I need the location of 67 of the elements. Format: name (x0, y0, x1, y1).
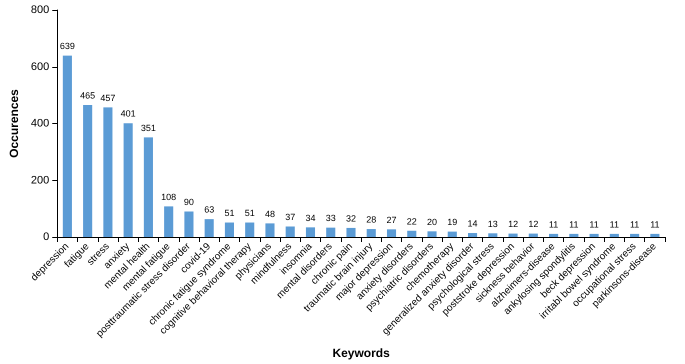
data-label: 90 (184, 196, 194, 207)
data-label: 108 (161, 192, 176, 202)
bar (407, 230, 416, 237)
data-label: 639 (60, 41, 75, 52)
bar (306, 227, 316, 237)
y-tick-label: 200 (30, 174, 50, 186)
bar (245, 222, 254, 237)
data-label: 37 (285, 212, 296, 222)
bar (103, 107, 112, 237)
bar (224, 222, 234, 237)
y-tick-label: 400 (30, 118, 50, 130)
bar (265, 223, 275, 237)
data-label: 27 (386, 214, 397, 225)
data-label: 457 (100, 92, 116, 103)
data-label: 33 (326, 213, 336, 224)
bar (569, 234, 578, 237)
data-label: 465 (80, 90, 96, 101)
bar (448, 232, 457, 237)
data-label: 63 (204, 204, 214, 215)
bar (590, 234, 599, 237)
data-label: 11 (569, 219, 579, 230)
bar (650, 234, 660, 237)
data-label: 28 (366, 214, 376, 225)
bar (508, 234, 518, 237)
data-label: 11 (589, 219, 599, 230)
bar (630, 234, 640, 237)
data-label: 13 (488, 218, 498, 229)
bar (610, 234, 619, 237)
data-label: 14 (468, 218, 478, 229)
data-label: 20 (427, 216, 438, 227)
y-tick-label: 800 (30, 4, 50, 16)
data-label: 22 (406, 216, 417, 226)
bar (386, 229, 396, 237)
data-label: 12 (528, 219, 538, 230)
data-label: 48 (264, 208, 275, 219)
data-label: 51 (224, 208, 234, 218)
data-label: 34 (305, 212, 316, 223)
bar (427, 231, 437, 237)
data-label: 32 (346, 213, 356, 224)
bar (286, 226, 295, 237)
bar (549, 234, 558, 237)
data-label: 11 (548, 219, 558, 230)
data-label: 11 (630, 219, 640, 230)
data-label: 19 (447, 217, 458, 228)
bar (204, 219, 214, 237)
x-axis-title: Keywords (332, 346, 390, 360)
bar (83, 105, 92, 237)
bar (144, 137, 153, 237)
bar (528, 234, 538, 237)
data-label: 12 (508, 219, 518, 230)
data-label: 351 (140, 122, 156, 133)
y-tick-label: 600 (30, 60, 50, 73)
data-label: 11 (610, 219, 620, 230)
data-label: 11 (650, 219, 660, 230)
bar (468, 233, 478, 237)
bar (124, 123, 133, 237)
data-label: 51 (244, 208, 255, 218)
y-tick-label: 0 (43, 231, 50, 243)
data-label: 401 (120, 108, 136, 119)
bar (326, 228, 336, 237)
bar (366, 229, 376, 237)
bar (488, 233, 498, 237)
bar (62, 56, 72, 237)
bar (184, 211, 194, 237)
bar (164, 206, 174, 237)
y-axis-title: Occurences (7, 88, 21, 158)
bar (346, 228, 356, 237)
